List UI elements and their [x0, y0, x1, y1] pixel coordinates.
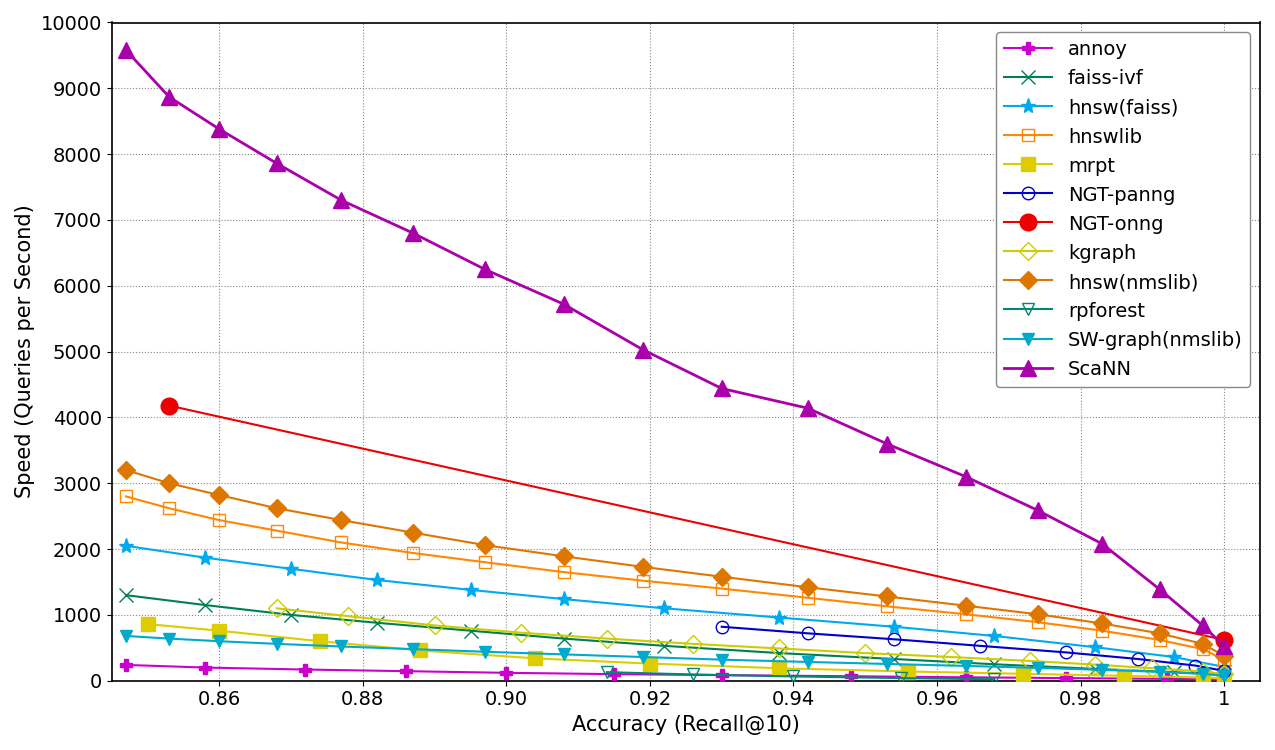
X-axis label: Accuracy (Recall@10): Accuracy (Recall@10): [572, 715, 799, 735]
Legend: annoy, faiss-ivf, hnsw(faiss), hnswlib, mrpt, NGT-panng, NGT-onng, kgraph, hnsw(: annoy, faiss-ivf, hnsw(faiss), hnswlib, …: [996, 32, 1251, 387]
Y-axis label: Speed (Queries per Second): Speed (Queries per Second): [15, 205, 34, 499]
